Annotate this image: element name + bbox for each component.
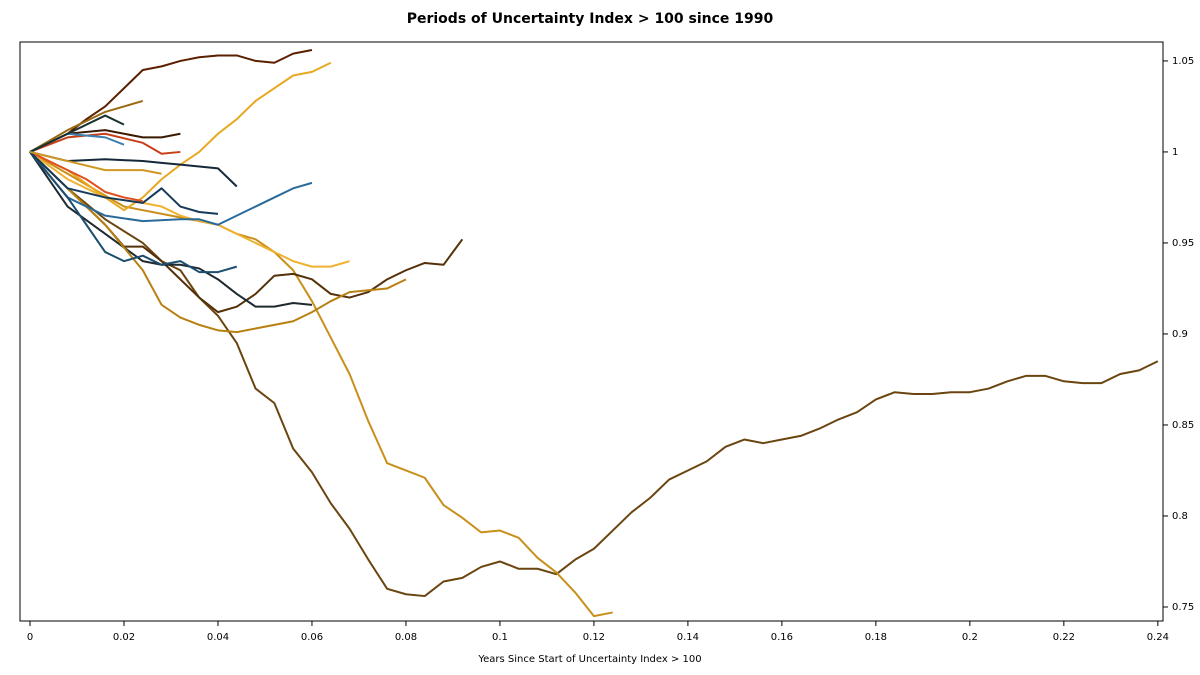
y-tick-label: 0.9 [1172,329,1188,340]
x-tick-label: 0.14 [677,632,699,643]
series-line [29,49,313,153]
x-tick-label: 0.22 [1053,632,1075,643]
series-line [29,150,162,175]
x-tick-label: 0.06 [301,632,323,643]
series-line [29,151,464,314]
series-line [29,151,238,274]
x-tick-label: 0.02 [113,632,135,643]
series-line [29,100,144,153]
x-tick-label: 0.16 [771,632,793,643]
x-tick-label: 0.2 [962,632,978,643]
y-tick-label: 0.75 [1172,602,1194,613]
y-tick-label: 0.95 [1172,238,1194,249]
series-line [29,132,181,155]
series-line [29,151,219,215]
series-line [29,61,332,212]
y-tick-label: 1 [1172,147,1178,158]
series-line [29,151,1159,598]
x-tick-label: 0.24 [1147,632,1169,643]
plot-frame [19,41,1164,622]
series-line [29,114,125,153]
x-axis-label: Years Since Start of Uncertainty Index >… [477,654,701,665]
x-tick-label: 0 [27,632,33,643]
series-line [29,150,238,188]
series-line [29,151,407,334]
series-line [29,151,313,226]
x-tick-label: 0.04 [207,632,229,643]
x-tick-label: 0.08 [395,632,417,643]
y-tick-label: 0.8 [1172,511,1188,522]
x-tick-label: 0.18 [865,632,887,643]
x-tick-label: 0.1 [492,632,508,643]
y-tick-label: 0.85 [1172,420,1194,431]
y-tick-label: 1.05 [1172,56,1194,67]
series-line [29,151,143,203]
series-line [29,151,613,618]
series-line [29,151,313,308]
chart-title: Periods of Uncertainty Index > 100 since… [407,11,774,27]
x-tick-label: 0.12 [583,632,605,643]
